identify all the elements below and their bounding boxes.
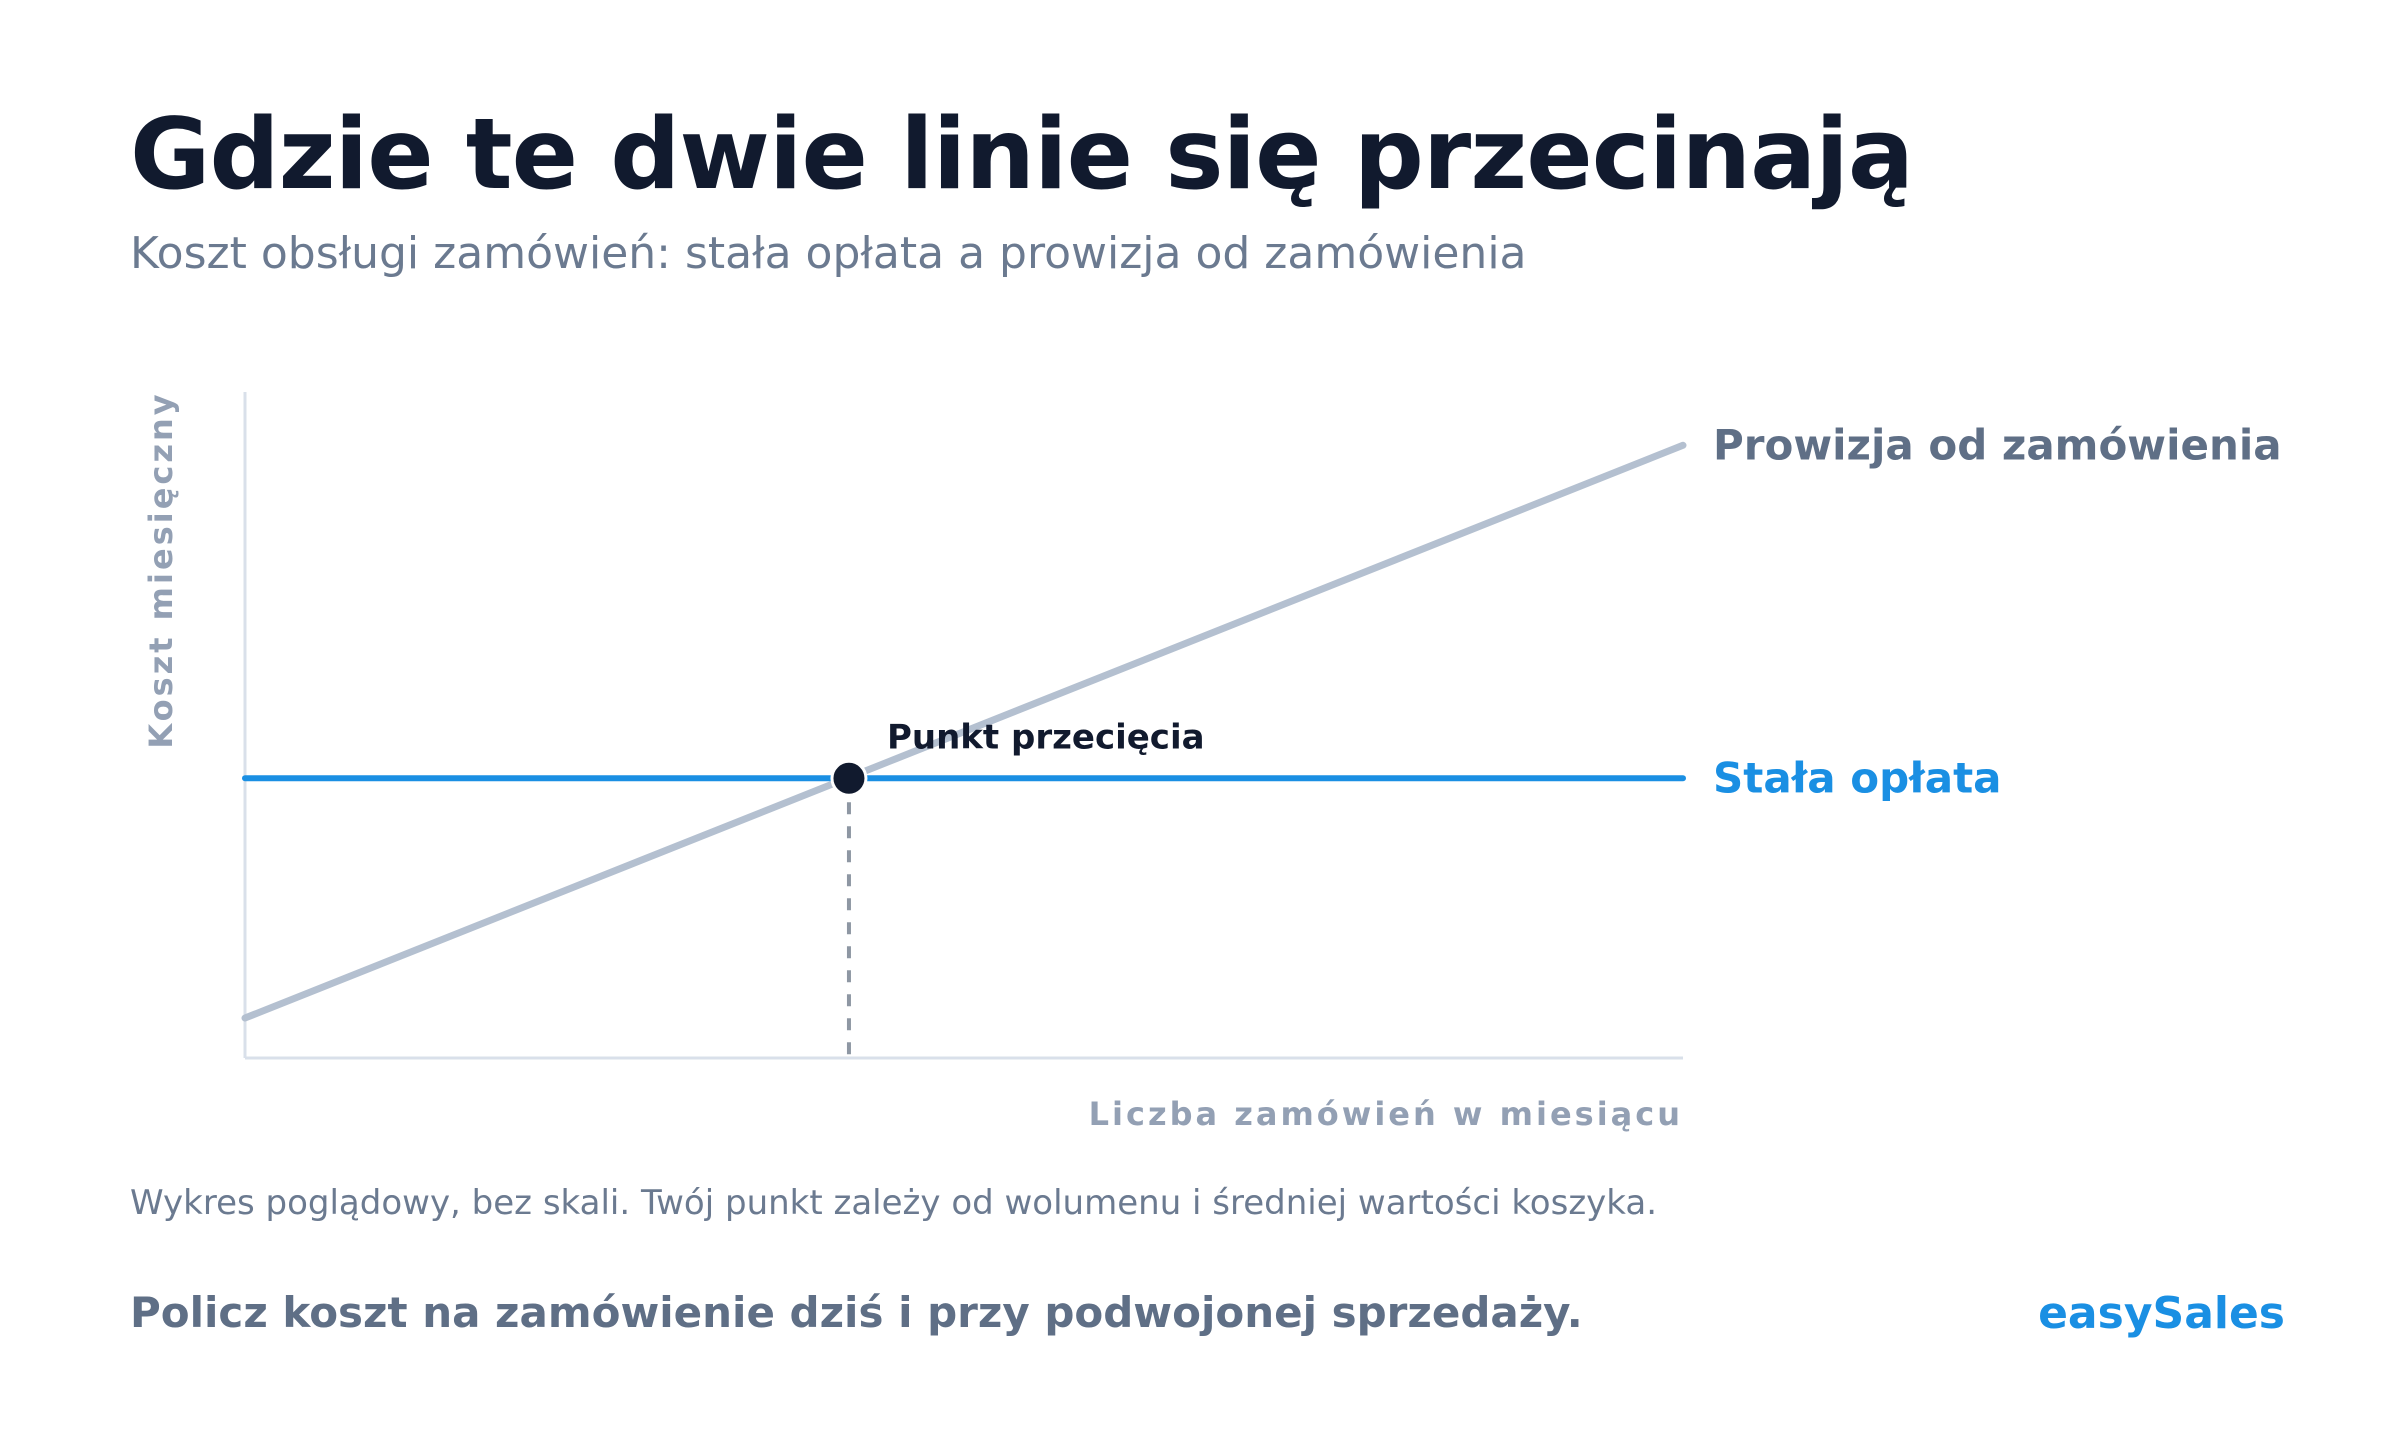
- page-subtitle: Koszt obsługi zamówień: stała opłata a p…: [130, 228, 1527, 279]
- y-axis-label: Koszt miesięczny: [142, 391, 180, 748]
- intersection-point-label: Punkt przecięcia: [887, 717, 1205, 757]
- page-title: Gdzie te dwie linie się przecinają: [130, 98, 1914, 212]
- intersection-point-marker: [830, 759, 868, 797]
- commission-series-label: Prowizja od zamówienia: [1713, 420, 2282, 469]
- brand-logo: easySales: [2038, 1288, 2285, 1339]
- chart-note: Wykres poglądowy, bez skali. Twój punkt …: [130, 1183, 1658, 1223]
- call-to-action-text: Policz koszt na zamówienie dziś i przy p…: [130, 1288, 1583, 1337]
- commission-line: [241, 441, 1687, 1022]
- x-axis-label: Liczba zamówień w miesiącu: [1089, 1095, 1683, 1133]
- fixed-fee-series-label: Stała opłata: [1713, 753, 2001, 802]
